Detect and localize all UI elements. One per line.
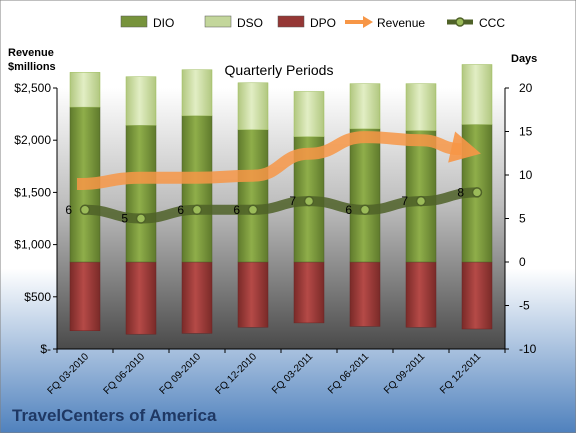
left-axis-tick-label: $2,500	[14, 81, 51, 95]
bar-dso	[237, 82, 269, 131]
left-axis-tick-label: $-	[40, 342, 51, 356]
legend-item-dio: DIO	[120, 15, 174, 30]
bar-dso	[181, 69, 213, 117]
left-axis: $- $500 $1,000 $1,500 $2,000 $2,500	[14, 81, 58, 356]
left-axis-tick-label: $500	[24, 290, 51, 304]
revenue-series	[76, 131, 481, 191]
bar-dio	[237, 129, 269, 263]
bar-dpo	[461, 261, 493, 330]
legend-item-dpo: DPO	[277, 15, 336, 30]
bar-dso	[293, 91, 325, 137]
ccc-data-label: 7	[401, 194, 408, 208]
ccc-data-label: 6	[65, 203, 72, 217]
right-axis: -10 -5 0 5 10 15 20	[504, 81, 537, 356]
bar-dpo	[349, 261, 381, 327]
legend-swatch-dio	[120, 15, 148, 28]
ccc-data-label: 8	[457, 185, 464, 199]
ccc-point	[79, 204, 91, 216]
revenue-arrowhead	[448, 131, 481, 163]
revenue-line	[76, 131, 462, 191]
legend-marker-ccc	[455, 17, 465, 27]
right-axis-tick-label: 15	[519, 125, 533, 139]
legend-swatch-dso	[204, 15, 232, 28]
ccc-data-label: 6	[177, 203, 184, 217]
legend-swatch-dpo	[277, 15, 305, 28]
ccc-point	[471, 187, 483, 198]
ccc-point	[191, 204, 203, 216]
bar-dpo	[69, 261, 101, 331]
bar-dio	[181, 115, 213, 263]
legend: DIO DSO DPO Revenue CCC	[120, 15, 505, 30]
bar-dpo	[293, 261, 325, 324]
bar-dpo	[181, 261, 213, 334]
bar-dso	[349, 83, 381, 130]
ccc-series	[80, 187, 482, 224]
bar-dpo	[237, 261, 269, 328]
bar-dpo	[125, 261, 157, 335]
right-axis-tick-label: -5	[519, 299, 530, 313]
bar-dso	[461, 64, 493, 125]
legend-item-revenue: Revenue	[345, 16, 425, 30]
ccc-point	[247, 204, 259, 216]
ccc-point	[415, 195, 427, 207]
ccc-point	[303, 195, 315, 207]
legend-item-dso: DSO	[204, 15, 263, 30]
right-axis-label: Days	[511, 53, 537, 65]
bar-dso	[69, 72, 101, 108]
ccc-point	[359, 204, 371, 216]
ccc-data-label: 5	[121, 212, 128, 226]
right-axis-tick-label: 0	[519, 255, 526, 269]
legend-label-dso: DSO	[237, 16, 263, 30]
right-axis-tick-label: 10	[519, 168, 533, 182]
ccc-point	[135, 213, 147, 224]
ccc-data-label: 6	[345, 203, 352, 217]
company-title: TravelCenters of America	[12, 406, 217, 425]
bar-dso	[125, 76, 157, 126]
ccc-markers: 6 5 6 6 7 6 7 8	[65, 185, 483, 226]
ccc-data-label: 6	[233, 203, 240, 217]
legend-label-dio: DIO	[153, 16, 174, 30]
left-axis-tick-label: $1,500	[14, 185, 51, 199]
bar-dio	[125, 125, 157, 263]
left-axis-label-line1: Revenue	[8, 47, 54, 59]
left-axis-label-line2: $millions	[8, 61, 56, 73]
left-axis-tick-label: $2,000	[14, 133, 51, 147]
right-axis-tick-label: -10	[519, 342, 537, 356]
right-axis-tick-label: 5	[519, 212, 526, 226]
bar-dio	[349, 128, 381, 263]
chart-title: Quarterly Periods	[225, 62, 334, 78]
legend-label-ccc: CCC	[479, 16, 505, 30]
legend-label-revenue: Revenue	[377, 16, 425, 30]
ccc-line	[80, 187, 482, 224]
legend-swatch-revenue	[345, 16, 373, 28]
legend-label-dpo: DPO	[310, 16, 336, 30]
right-axis-tick-label: 20	[519, 81, 533, 95]
bar-dpo	[405, 261, 437, 328]
legend-item-ccc: CCC	[447, 16, 505, 30]
left-axis-tick-label: $1,000	[14, 238, 51, 252]
ccc-data-label: 7	[289, 194, 296, 208]
bar-dso	[405, 83, 437, 131]
